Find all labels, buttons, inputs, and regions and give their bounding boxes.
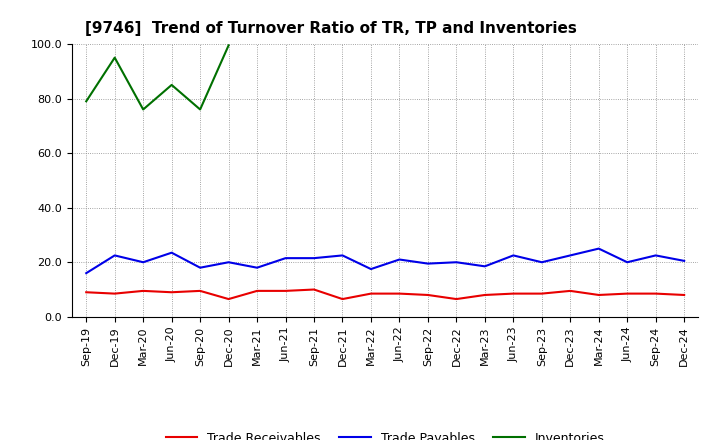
Trade Receivables (680, 292, 688, 297)
Line: Trade Payables: Trade Payables (86, 249, 684, 273)
Trade Receivables (253, 288, 261, 293)
Inventories (196, 107, 204, 112)
Trade Payables (253, 265, 261, 270)
Trade Receivables (196, 288, 204, 293)
Trade Payables (480, 264, 489, 269)
Legend: Trade Receivables, Trade Payables, Inventories: Trade Receivables, Trade Payables, Inven… (161, 427, 610, 440)
Trade Receivables (452, 297, 461, 302)
Line: Trade Receivables: Trade Receivables (86, 290, 684, 299)
Trade Payables (366, 266, 375, 271)
Inventories (167, 82, 176, 88)
Trade Receivables (366, 291, 375, 296)
Trade Payables (225, 260, 233, 265)
Trade Receivables (110, 291, 119, 296)
Trade Payables (395, 257, 404, 262)
Line: Inventories: Inventories (86, 45, 229, 110)
Trade Receivables (480, 292, 489, 297)
Inventories (139, 107, 148, 112)
Trade Payables (282, 256, 290, 261)
Trade Payables (537, 260, 546, 265)
Trade Payables (595, 246, 603, 251)
Trade Receivables (82, 290, 91, 295)
Trade Receivables (282, 288, 290, 293)
Trade Receivables (595, 292, 603, 297)
Text: [9746]  Trend of Turnover Ratio of TR, TP and Inventories: [9746] Trend of Turnover Ratio of TR, TP… (84, 21, 577, 36)
Trade Receivables (225, 297, 233, 302)
Trade Receivables (623, 291, 631, 296)
Trade Receivables (338, 297, 347, 302)
Trade Payables (509, 253, 518, 258)
Inventories (225, 43, 233, 48)
Trade Payables (139, 260, 148, 265)
Trade Payables (167, 250, 176, 255)
Trade Receivables (509, 291, 518, 296)
Trade Payables (452, 260, 461, 265)
Trade Receivables (537, 291, 546, 296)
Trade Receivables (139, 288, 148, 293)
Inventories (110, 55, 119, 60)
Trade Payables (566, 253, 575, 258)
Trade Payables (338, 253, 347, 258)
Trade Payables (680, 258, 688, 264)
Trade Payables (82, 271, 91, 276)
Trade Receivables (395, 291, 404, 296)
Inventories (82, 99, 91, 104)
Trade Receivables (566, 288, 575, 293)
Trade Payables (652, 253, 660, 258)
Trade Payables (110, 253, 119, 258)
Trade Payables (423, 261, 432, 266)
Trade Receivables (310, 287, 318, 292)
Trade Receivables (423, 292, 432, 297)
Trade Receivables (652, 291, 660, 296)
Trade Receivables (167, 290, 176, 295)
Trade Payables (623, 260, 631, 265)
Trade Payables (310, 256, 318, 261)
Trade Payables (196, 265, 204, 270)
